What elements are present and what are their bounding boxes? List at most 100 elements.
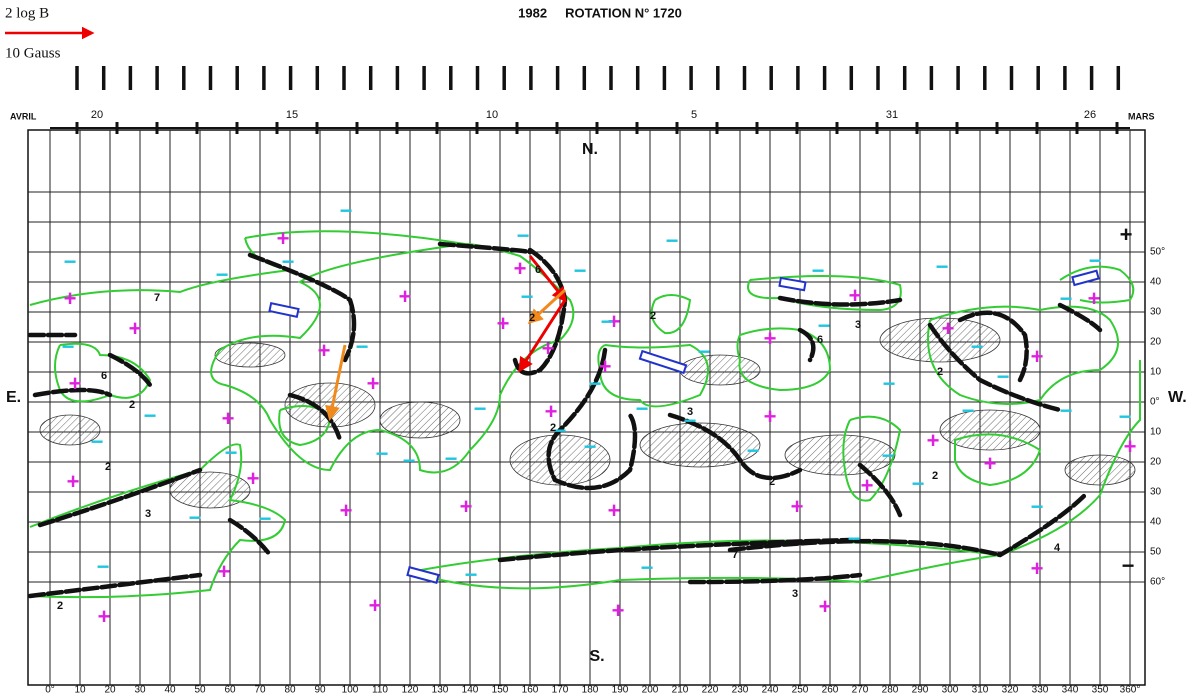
minus-sign: − <box>883 371 896 396</box>
plus-sign: + <box>1088 286 1101 311</box>
neutral-contour <box>927 305 1119 405</box>
plus-sign: + <box>819 594 832 619</box>
longitude-label: 260 <box>822 685 839 696</box>
magnetic-features <box>27 230 1141 599</box>
line-number: 6 <box>101 370 107 382</box>
neutral-contour <box>736 327 832 392</box>
longitude-label: 110 <box>372 685 388 696</box>
plus-sign: + <box>599 354 612 379</box>
minus-sign: − <box>698 339 711 364</box>
longitude-label: 340 <box>1062 685 1079 696</box>
plus-sign: + <box>1031 344 1044 369</box>
longitude-label: 210 <box>672 685 689 696</box>
minus-sign: − <box>684 408 697 433</box>
polarity-key: − <box>1122 553 1135 578</box>
minus-sign: − <box>1060 398 1073 423</box>
minus-sign: − <box>936 254 949 279</box>
plus-sign: + <box>984 451 997 476</box>
filament <box>247 252 357 363</box>
longitude-label: 310 <box>972 685 989 696</box>
latitude-label: 20 <box>1150 457 1162 468</box>
plus-sign: + <box>927 428 940 453</box>
latitude-label: 20 <box>1150 337 1162 348</box>
month-label: AVRIL <box>10 111 37 121</box>
latitude-label: 60° <box>1150 577 1165 588</box>
plus-sign: + <box>367 371 380 396</box>
minus-sign: − <box>91 429 104 454</box>
minus-sign: − <box>521 284 534 309</box>
filament <box>667 412 803 481</box>
longitude-label: 250 <box>792 685 809 696</box>
minus-sign: − <box>818 313 831 338</box>
filament <box>497 492 1088 585</box>
minus-sign: − <box>474 396 487 421</box>
date-label: 26 <box>1084 109 1096 121</box>
plus-sign: + <box>608 309 621 334</box>
longitude-label: 30 <box>134 685 146 696</box>
plus-sign: + <box>129 316 142 341</box>
minus-sign: − <box>589 371 602 396</box>
longitude-label: 290 <box>912 685 929 696</box>
minus-sign: − <box>144 403 157 428</box>
longitude-label: 140 <box>462 685 479 696</box>
filament <box>437 241 1103 518</box>
plage <box>39 414 101 446</box>
latitude-label: 30 <box>1150 487 1162 498</box>
minus-sign: − <box>517 223 530 248</box>
longitude-label: 70 <box>254 685 266 696</box>
plus-sign: + <box>277 226 290 251</box>
plus-sign: + <box>64 286 77 311</box>
filament <box>512 247 568 376</box>
date-label: 10 <box>486 109 498 121</box>
plus-sign: + <box>791 494 804 519</box>
longitude-label: 150 <box>492 685 509 696</box>
plage <box>509 434 611 486</box>
field-arrow <box>518 299 567 373</box>
plus-sign: + <box>1124 434 1137 459</box>
minus-sign: − <box>666 228 679 253</box>
latitude-label: 40 <box>1150 277 1162 288</box>
longitude-label: 320 <box>1002 685 1019 696</box>
date-label: 31 <box>886 109 898 121</box>
plus-sign: + <box>98 604 111 629</box>
latitude-label: 50° <box>1150 247 1165 258</box>
plus-sign: + <box>222 406 235 431</box>
line-number: 6 <box>817 334 823 346</box>
longitude-label: 350 <box>1092 685 1109 696</box>
filament-box <box>638 349 688 375</box>
plus-sign: + <box>545 399 558 424</box>
minus-sign: − <box>584 434 597 459</box>
neutral-contour <box>747 275 902 312</box>
plus-sign: + <box>612 598 625 623</box>
neutral-contour <box>954 433 1042 487</box>
minus-sign: − <box>64 249 77 274</box>
plage <box>214 342 286 368</box>
latitude-label: 0° <box>1150 397 1160 408</box>
longitude-label: 330 <box>1032 685 1049 696</box>
line-number: 2 <box>650 310 656 322</box>
longitude-label: 220 <box>702 685 719 696</box>
neutral-contour <box>409 554 1001 590</box>
latitude-label: 10 <box>1150 367 1162 378</box>
minus-sign: − <box>465 562 478 587</box>
date-label: 15 <box>286 109 298 121</box>
plage <box>939 409 1041 451</box>
longitude-label: 20 <box>104 685 116 696</box>
minus-sign: − <box>641 555 654 580</box>
longitude-label: 40 <box>164 685 176 696</box>
neutral-contour <box>278 405 332 447</box>
longitude-label: 280 <box>882 685 899 696</box>
line-number: 2 <box>932 470 938 482</box>
filament <box>27 467 273 599</box>
polarity-key: + <box>1120 222 1133 247</box>
filament-box <box>268 301 300 319</box>
minus-sign: − <box>1060 286 1073 311</box>
longitude-label: 270 <box>852 685 869 696</box>
plus-sign: + <box>247 466 260 491</box>
line-number: 2 <box>57 600 63 612</box>
neutral-contour <box>1059 265 1135 304</box>
plage <box>639 422 761 468</box>
minus-sign: − <box>259 506 272 531</box>
minus-sign: − <box>282 249 295 274</box>
minus-sign: − <box>574 258 587 283</box>
